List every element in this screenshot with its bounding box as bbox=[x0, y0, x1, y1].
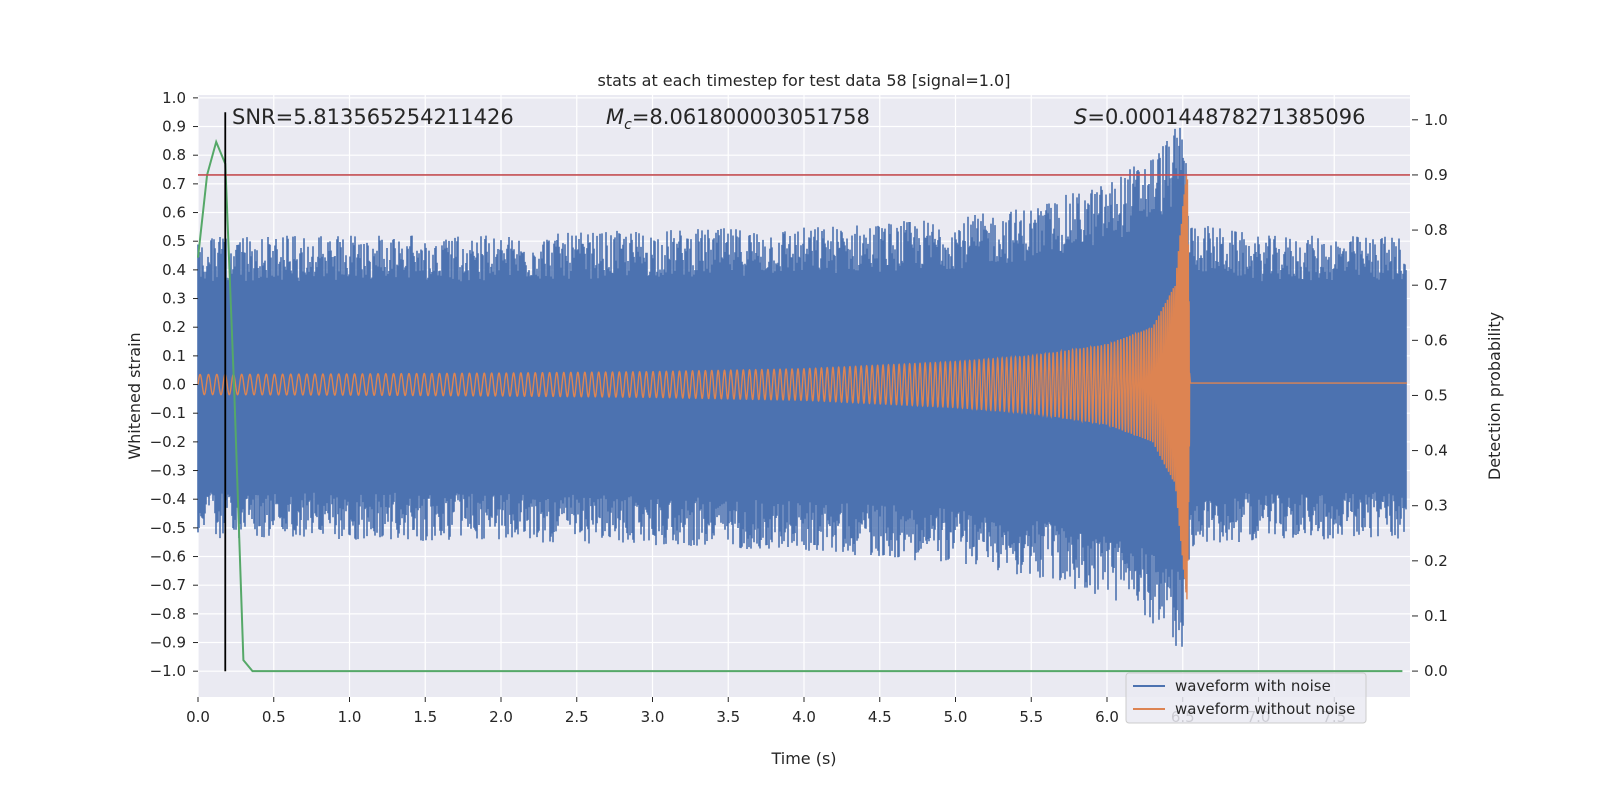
x-tick-label: 3.5 bbox=[716, 708, 740, 726]
chirp-mass-value: =8.061800003051758 bbox=[632, 105, 870, 129]
x-axis-label: Time (s) bbox=[770, 749, 836, 768]
y-tick-label: −0.2 bbox=[150, 433, 186, 451]
y-tick-label: 0.1 bbox=[162, 347, 186, 365]
x-tick-label: 3.0 bbox=[641, 708, 665, 726]
y2-tick-label: 0.3 bbox=[1424, 497, 1448, 515]
series-layer bbox=[197, 127, 1407, 673]
y-tick-label: −0.9 bbox=[150, 634, 186, 652]
x-tick-label: 0.5 bbox=[262, 708, 286, 726]
y-tick-label: −0.4 bbox=[150, 490, 186, 508]
legend: waveform with noise waveform without noi… bbox=[1125, 672, 1367, 724]
x-tick-label: 4.5 bbox=[868, 708, 892, 726]
y2-tick-label: 0.5 bbox=[1424, 386, 1448, 404]
y-tick-label: 0.4 bbox=[162, 261, 186, 279]
y2-tick-label: 0.4 bbox=[1424, 442, 1448, 460]
chirp-mass-annotation: Mc=8.061800003051758 bbox=[606, 105, 870, 133]
s-value: =0.000144878271385096 bbox=[1087, 105, 1365, 129]
y-tick-label: 0.6 bbox=[162, 204, 186, 222]
snr-annotation: SNR=5.813565254211426 bbox=[232, 105, 514, 129]
y-tick-label: 0.8 bbox=[162, 146, 186, 164]
y2-tick-label: 0.9 bbox=[1424, 166, 1448, 184]
chirp-mass-symbol: M bbox=[606, 105, 624, 129]
x-tick-label: 1.5 bbox=[413, 708, 437, 726]
y2-tick-label: 0.1 bbox=[1424, 607, 1448, 625]
y-tick-label: −1.0 bbox=[150, 662, 186, 680]
s-annotation: S=0.000144878271385096 bbox=[1074, 105, 1365, 129]
y2-tick-label: 1.0 bbox=[1424, 111, 1448, 129]
x-tick-label: 5.0 bbox=[944, 708, 968, 726]
legend-label-waveform-without-noise: waveform without noise bbox=[1175, 700, 1355, 718]
y2-tick-label: 0.8 bbox=[1424, 221, 1448, 239]
y-tick-label: 1.0 bbox=[162, 89, 186, 107]
y-tick-label: 0.7 bbox=[162, 175, 186, 193]
x-tick-label: 2.0 bbox=[489, 708, 513, 726]
reference-lines bbox=[198, 112, 1410, 672]
legend-label-waveform-with-noise: waveform with noise bbox=[1175, 677, 1331, 695]
y-tick-label: −0.6 bbox=[150, 548, 186, 566]
series-detection-probability bbox=[197, 138, 1403, 673]
series-waveform-without-noise bbox=[197, 174, 1407, 600]
y2-tick-label: 0.0 bbox=[1424, 662, 1448, 680]
y2-tick-label: 0.6 bbox=[1424, 331, 1448, 349]
y-tick-label: 0.0 bbox=[162, 376, 186, 394]
x-tick-label: 4.0 bbox=[792, 708, 816, 726]
y-tick-label: 0.2 bbox=[162, 318, 186, 336]
y-tick-label: 0.3 bbox=[162, 290, 186, 308]
y-tick-label: −0.5 bbox=[150, 519, 186, 537]
y-axis-label: Whitened strain bbox=[125, 332, 144, 459]
y-tick-label: −0.1 bbox=[150, 404, 186, 422]
x-tick-label: 0.0 bbox=[186, 708, 210, 726]
chirp-mass-subscript: c bbox=[624, 117, 632, 133]
y2-axis-label: Detection probability bbox=[1485, 312, 1504, 480]
x-tick-label: 2.5 bbox=[565, 708, 589, 726]
y2-tick-label: 0.7 bbox=[1424, 276, 1448, 294]
y-tick-label: −0.7 bbox=[150, 576, 186, 594]
y-tick-label: −0.3 bbox=[150, 462, 186, 480]
legend-box bbox=[1125, 672, 1367, 724]
y-tick-label: 0.9 bbox=[162, 118, 186, 136]
y-tick-label: −0.8 bbox=[150, 605, 186, 623]
s-symbol: S bbox=[1074, 105, 1087, 129]
chart-title: stats at each timestep for test data 58 … bbox=[598, 71, 1011, 90]
ticks: 0.00.51.01.52.02.53.03.54.04.55.05.56.06… bbox=[150, 89, 1448, 726]
x-tick-label: 1.0 bbox=[338, 708, 362, 726]
x-tick-label: 6.0 bbox=[1095, 708, 1119, 726]
y-tick-label: 0.5 bbox=[162, 232, 186, 250]
y2-tick-label: 0.2 bbox=[1424, 552, 1448, 570]
x-tick-label: 5.5 bbox=[1019, 708, 1043, 726]
